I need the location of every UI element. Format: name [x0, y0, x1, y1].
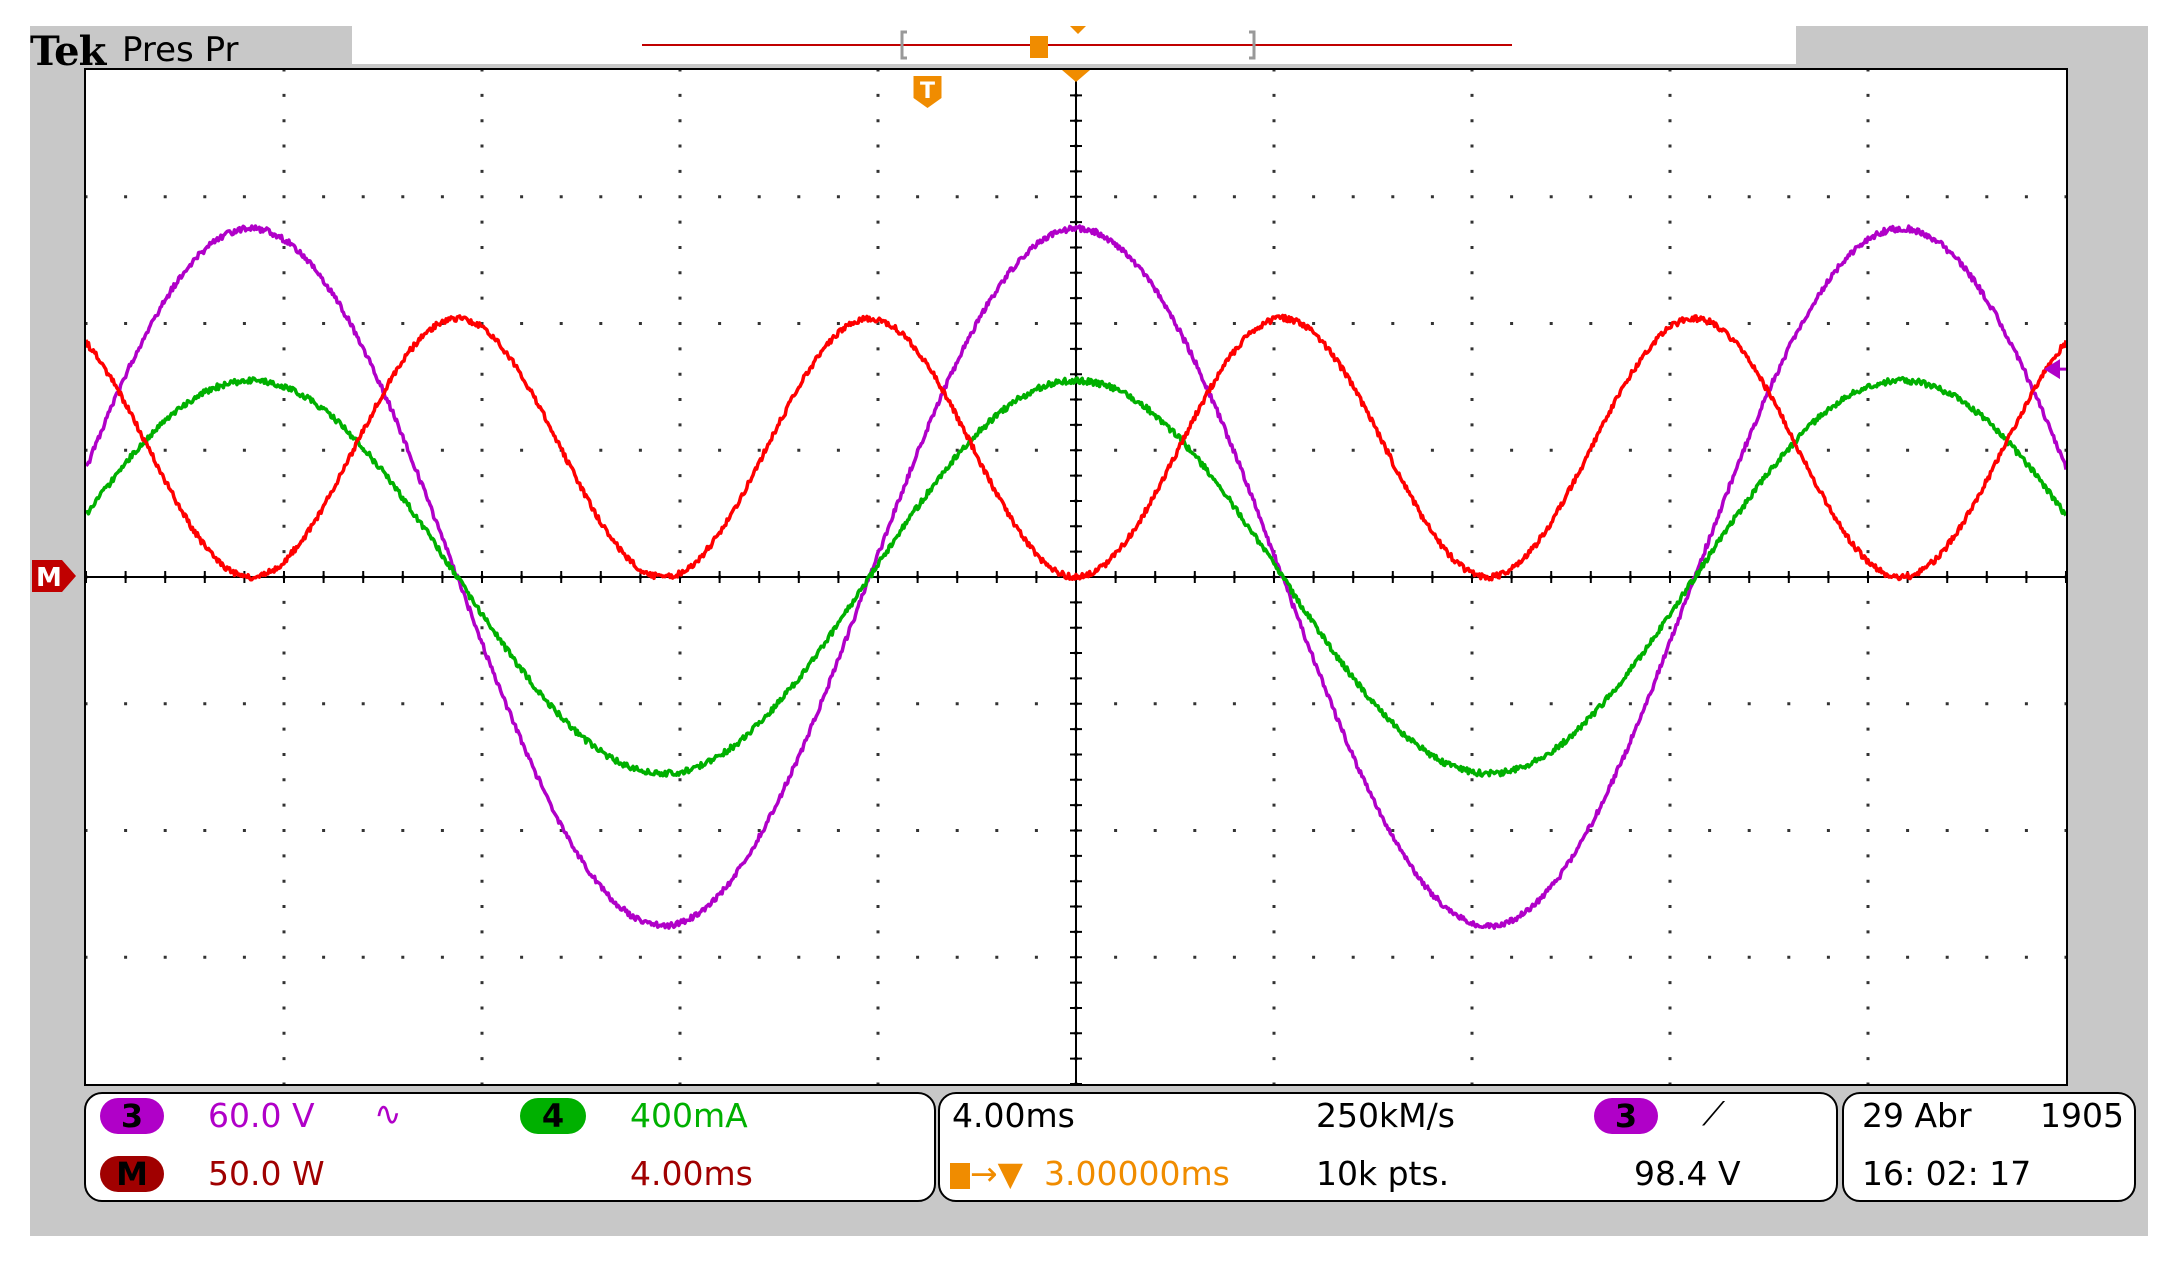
trace-4	[86, 375, 2066, 778]
ch4-badge[interactable]: 4	[520, 1098, 586, 1134]
sample-rate: 250kM/s	[1316, 1096, 1455, 1135]
ch3-coupling-icon: ∿	[374, 1094, 402, 1133]
center-time-marker-icon	[1062, 70, 1090, 82]
view-bracket-right	[1249, 30, 1256, 60]
math-scale: 50.0 W	[208, 1154, 325, 1193]
record-center-marker-icon	[1070, 26, 1086, 34]
record-length: 10k pts.	[1316, 1154, 1450, 1193]
trace-3	[86, 224, 2066, 930]
date: 29 Abr	[1862, 1096, 1972, 1135]
channel-readout-panel	[84, 1092, 936, 1202]
trace-M	[86, 313, 2066, 582]
trigger-position-icon[interactable]: T	[913, 76, 942, 108]
trigger-level-arrow-icon	[2044, 359, 2060, 380]
trigger-source-badge[interactable]: 3	[1594, 1098, 1658, 1134]
trigger-level: 98.4 V	[1634, 1154, 1741, 1193]
time: 16: 02: 17	[1862, 1154, 2032, 1193]
ch4-scale: 400mA	[630, 1096, 748, 1135]
brand-logo: Tek	[30, 28, 106, 75]
year: 1905	[2040, 1096, 2124, 1135]
waveform-display[interactable]: T	[84, 68, 2068, 1086]
math-ground-icon	[32, 560, 62, 592]
view-bracket-left	[900, 30, 907, 60]
horizontal-readout-panel	[938, 1092, 1838, 1202]
record-trigger-icon	[1030, 36, 1048, 58]
record-view-bar	[352, 26, 1796, 64]
datetime-panel	[1842, 1092, 2136, 1202]
acquisition-state: Pres Pr	[122, 30, 239, 70]
ch3-badge[interactable]: 3	[100, 1098, 164, 1134]
horizontal-delay: 3.00000ms	[1044, 1154, 1230, 1193]
math-ground-label: M	[36, 563, 62, 593]
math-timebase: 4.00ms	[630, 1154, 753, 1193]
math-ground-marker: M	[32, 560, 76, 593]
horizontal-timebase: 4.00ms	[952, 1096, 1075, 1135]
math-badge[interactable]: M	[100, 1156, 164, 1192]
ch3-scale: 60.0 V	[208, 1096, 315, 1135]
svg-text:T: T	[920, 79, 935, 104]
waveform-plot: T	[86, 70, 2066, 1084]
trigger-slope-icon: ⟋	[1702, 1094, 1726, 1133]
record-view-graphic	[642, 26, 1512, 60]
trigger-delay-icon: →▼	[950, 1154, 1023, 1193]
